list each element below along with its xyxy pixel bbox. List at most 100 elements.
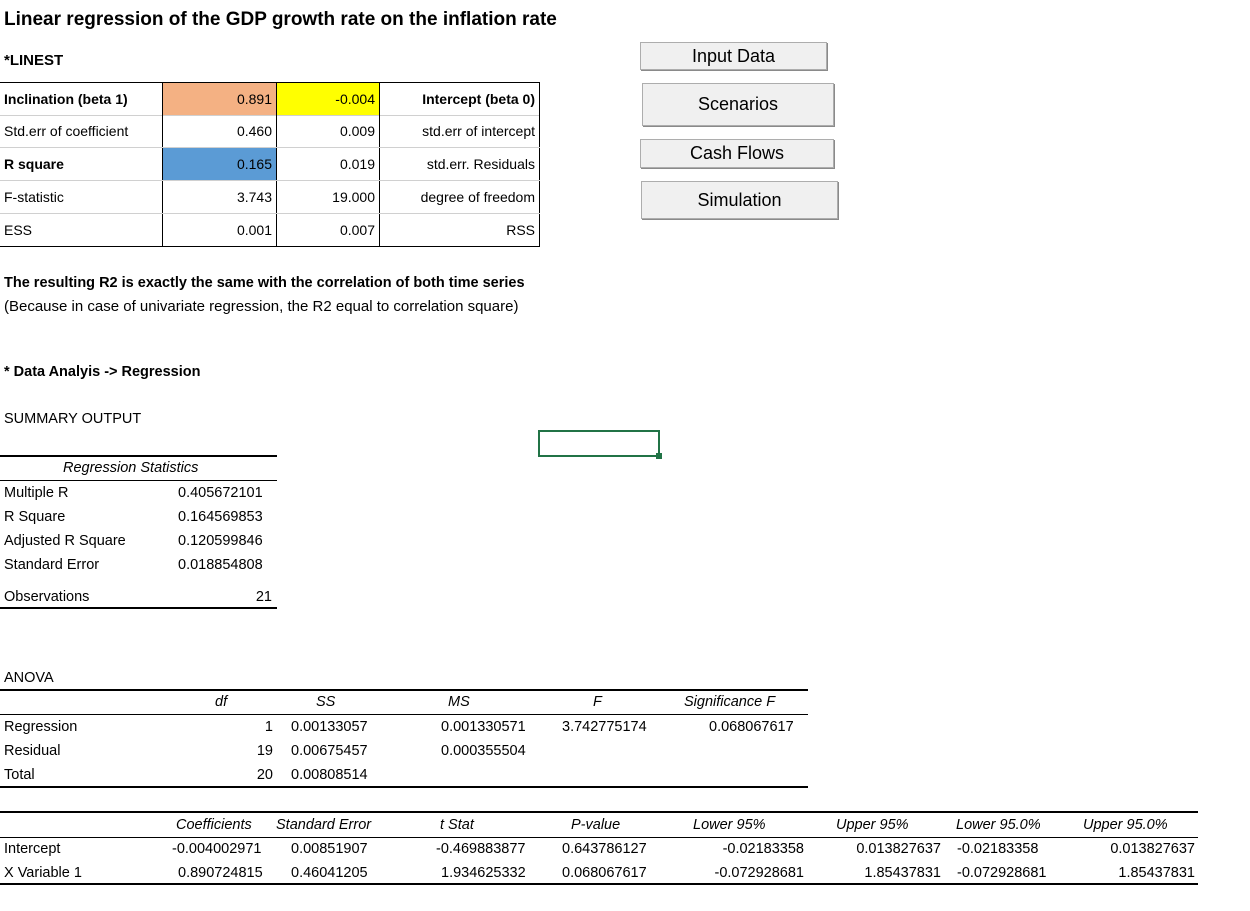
coef-stderr: 0.00851907 xyxy=(291,841,368,857)
cell-label[interactable]: ESS xyxy=(4,222,33,238)
coef-header-upper95: Upper 95% xyxy=(836,817,909,833)
coef-stderr: 0.46041205 xyxy=(291,865,368,881)
divider xyxy=(0,786,808,788)
coef-value: 0.890724815 xyxy=(178,865,263,881)
linest-row-stderr: Std.err of coefficient 0.460 0.009 std.e… xyxy=(0,115,540,148)
cell-value2[interactable]: 0.009 xyxy=(277,115,380,147)
cell-value1[interactable]: 0.001 xyxy=(162,214,277,246)
coef-tstat: 1.934625332 xyxy=(441,865,526,881)
coef-row-label: Intercept xyxy=(4,841,61,857)
anova-header-ms: MS xyxy=(448,694,470,710)
linest-row-fstat: F-statistic 3.743 19.000 degree of freed… xyxy=(0,181,540,214)
coef-lower950: -0.072928681 xyxy=(957,865,1047,881)
coef-row-label: X Variable 1 xyxy=(4,865,82,881)
coef-pvalue: 0.643786127 xyxy=(562,841,647,857)
linest-row-rsquare: R square 0.165 0.019 std.err. Residuals xyxy=(0,148,540,181)
stat-label: Observations xyxy=(4,589,90,605)
cell-value2[interactable]: 0.019 xyxy=(277,148,380,180)
coef-tstat: -0.469883877 xyxy=(436,841,526,857)
coef-lower950: -0.02183358 xyxy=(957,841,1039,857)
linest-row-inclination: Inclination (beta 1) 0.891 -0.004 Interc… xyxy=(0,82,540,116)
anova-header-df: df xyxy=(215,694,228,710)
cell-desc[interactable]: std.err of intercept xyxy=(380,115,540,147)
coef-header-upper950: Upper 95.0% xyxy=(1083,817,1168,833)
stat-value: 0.018854808 xyxy=(178,557,263,573)
cell-label[interactable]: Inclination (beta 1) xyxy=(4,91,128,107)
anova-row-label: Regression xyxy=(4,719,78,735)
anova-ss: 0.00675457 xyxy=(291,743,368,759)
cell-label[interactable]: Std.err of coefficient xyxy=(4,123,129,139)
anova-label: ANOVA xyxy=(4,670,54,686)
anova-ms: 0.001330571 xyxy=(441,719,526,735)
anova-significance: 0.068067617 xyxy=(709,719,794,735)
anova-header-ss: SS xyxy=(316,694,336,710)
anova-ss: 0.00133057 xyxy=(291,719,368,735)
cash-flows-button[interactable]: Cash Flows xyxy=(640,139,834,168)
coef-upper950: 0.013827637 xyxy=(1110,841,1195,857)
cell-desc[interactable]: Intercept (beta 0) xyxy=(380,83,540,115)
cell-value2[interactable]: 19.000 xyxy=(277,181,380,213)
anova-df: 19 xyxy=(256,743,273,759)
coef-header-stderr: Standard Error xyxy=(276,817,372,833)
stat-value: 21 xyxy=(255,589,272,605)
fill-handle[interactable] xyxy=(656,453,662,459)
divider xyxy=(0,714,808,715)
anova-ss: 0.00808514 xyxy=(291,767,368,783)
coef-upper950: 1.85437831 xyxy=(1118,865,1195,881)
coef-lower95: -0.072928681 xyxy=(714,865,805,881)
divider xyxy=(0,455,277,457)
sheet-title: Linear regression of the GDP growth rate… xyxy=(4,9,557,30)
divider xyxy=(0,480,277,481)
note-line1: The resulting R2 is exactly the same wit… xyxy=(4,275,525,291)
summary-output-label: SUMMARY OUTPUT xyxy=(4,411,142,427)
divider xyxy=(0,883,1198,885)
linest-row-ess: ESS 0.001 0.007 RSS xyxy=(0,214,540,247)
cell-value2[interactable]: 0.007 xyxy=(277,214,380,246)
input-data-button[interactable]: Input Data xyxy=(640,42,827,70)
anova-df: 1 xyxy=(264,719,273,735)
coef-header-pvalue: P-value xyxy=(571,817,621,833)
divider xyxy=(0,811,1198,813)
cell-label[interactable]: F-statistic xyxy=(4,189,64,205)
coef-upper95: 1.85437831 xyxy=(864,865,941,881)
stat-label: R Square xyxy=(4,509,66,525)
note-line2: (Because in case of univariate regressio… xyxy=(4,298,519,315)
coef-header-coefficients: Coefficients xyxy=(176,817,252,833)
divider xyxy=(0,607,277,609)
anova-row-label: Residual xyxy=(4,743,61,759)
stat-value: 0.405672101 xyxy=(178,485,263,501)
scenarios-button[interactable]: Scenarios xyxy=(642,83,834,126)
regression-statistics-header: Regression Statistics xyxy=(63,460,199,476)
stat-value: 0.120599846 xyxy=(178,533,263,549)
cell-desc[interactable]: std.err. Residuals xyxy=(380,148,540,180)
cell-rsquare[interactable]: 0.165 xyxy=(162,148,277,180)
cell-beta1[interactable]: 0.891 xyxy=(162,83,277,115)
coef-value: -0.004002971 xyxy=(172,841,262,857)
coef-lower95: -0.02183358 xyxy=(722,841,804,857)
stat-label: Multiple R xyxy=(4,485,69,501)
cell-desc[interactable]: degree of freedom xyxy=(380,181,540,213)
anova-header-f: F xyxy=(593,694,602,710)
anova-f: 3.742775174 xyxy=(562,719,647,735)
cell-value1[interactable]: 0.460 xyxy=(162,115,277,147)
anova-df: 20 xyxy=(256,767,273,783)
simulation-button[interactable]: Simulation xyxy=(641,181,838,219)
data-analysis-label: * Data Analyis -> Regression xyxy=(4,364,201,380)
linest-label: *LINEST xyxy=(4,52,64,69)
anova-ms: 0.000355504 xyxy=(441,743,526,759)
coef-header-lower95: Lower 95% xyxy=(693,817,766,833)
cell-beta0[interactable]: -0.004 xyxy=(277,83,380,115)
coef-header-tstat: t Stat xyxy=(440,817,474,833)
divider xyxy=(0,837,1198,838)
anova-row-label: Total xyxy=(4,767,35,783)
selected-cell[interactable] xyxy=(538,430,660,457)
divider xyxy=(0,689,808,691)
anova-header-significance: Significance F xyxy=(684,694,776,710)
coef-upper95: 0.013827637 xyxy=(856,841,941,857)
cell-desc[interactable]: RSS xyxy=(380,214,540,246)
coef-pvalue: 0.068067617 xyxy=(562,865,647,881)
stat-value: 0.164569853 xyxy=(178,509,263,525)
stat-label: Standard Error xyxy=(4,557,100,573)
cell-value1[interactable]: 3.743 xyxy=(162,181,277,213)
cell-label[interactable]: R square xyxy=(4,156,64,172)
